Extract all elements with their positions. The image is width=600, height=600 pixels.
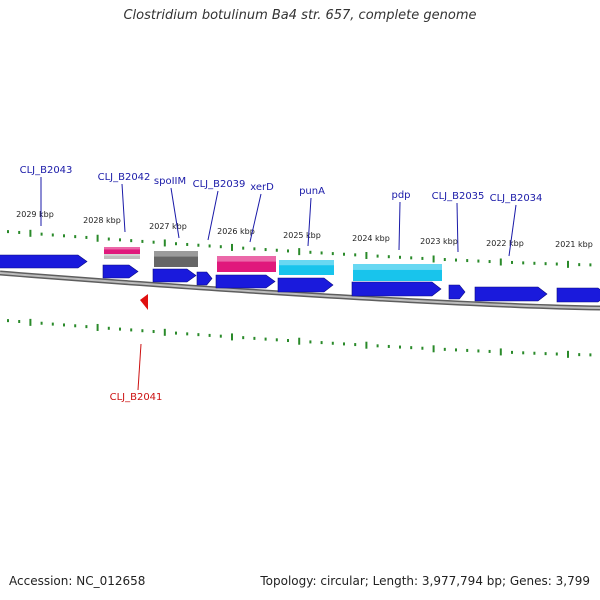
- genome-summary-text: Topology: circular; Length: 3,977,794 bp…: [260, 574, 590, 588]
- gene-arrow-small-a[interactable]: [196, 271, 213, 286]
- feature-block-clj-b2042-shine: [104, 247, 140, 250]
- feature-block-pdp-shine: [353, 264, 442, 270]
- gene-arrow-spoiim[interactable]: [152, 268, 197, 283]
- position-tick-label: 2024 kbp: [352, 234, 390, 243]
- gene-leader-line: [137, 343, 142, 391]
- position-tick-labels: 2029 kbp 2028 kbp 2027 kbp 2026 kbp 2025 kbp…: [16, 210, 593, 249]
- gene-leader-line: [170, 187, 180, 239]
- gene-label-clj-b2035[interactable]: CLJ_B2035: [432, 191, 485, 202]
- backbone-highlight: [0, 272, 600, 309]
- gene-label-clj-b2034[interactable]: CLJ_B2034: [490, 193, 543, 204]
- position-tick-label: 2029 kbp: [16, 210, 54, 219]
- feature-block-xerd-shine: [217, 256, 276, 262]
- genome-backbone: [0, 270, 600, 311]
- gene-leader-line: [508, 204, 517, 257]
- gene-label-puna[interactable]: punA: [299, 186, 325, 197]
- gene-label-clj-b2041[interactable]: CLJ_B2041: [110, 392, 163, 403]
- gene-marker-clj-b2041[interactable]: [140, 294, 148, 310]
- feature-block-spoiim[interactable]: [154, 251, 198, 267]
- inner-tick-track: [7, 318, 592, 358]
- gene-label-clj-b2042[interactable]: CLJ_B2042: [98, 172, 151, 183]
- position-tick-label: 2028 kbp: [83, 216, 121, 225]
- gene-label-pdp[interactable]: pdp: [391, 190, 410, 201]
- gene-leader-line: [121, 183, 126, 233]
- gene-leader-line: [456, 202, 459, 253]
- position-tick-label: 2021 kbp: [555, 240, 593, 249]
- feature-block-pdp[interactable]: [353, 264, 442, 281]
- gene-arrow-clj-b2034[interactable]: [474, 286, 548, 302]
- gene-arrow-clj-b2043[interactable]: [0, 254, 88, 269]
- gene-label-clj-b2039[interactable]: CLJ_B2039: [193, 179, 246, 190]
- outer-tick-track: [7, 229, 592, 268]
- feature-block-clj-b2042[interactable]: [104, 247, 140, 254]
- gene-arrow-clj-b2033[interactable]: [556, 287, 600, 303]
- feature-layer: [0, 247, 600, 310]
- feature-block-clj-b2042-gray[interactable]: [104, 254, 140, 259]
- gene-label-xerd[interactable]: xerD: [250, 182, 274, 193]
- gene-label-layer: CLJ_B2043 CLJ_B2042 spoIIM CLJ_B2039 xerD pun…: [20, 165, 543, 403]
- position-tick-label: 2023 kbp: [420, 237, 458, 246]
- gene-leader-line: [207, 190, 219, 241]
- gene-leader-line: [307, 197, 312, 247]
- feature-block-spoiim-shine: [154, 251, 198, 257]
- feature-block-puna[interactable]: [279, 260, 334, 275]
- gene-arrow-pdp[interactable]: [351, 281, 442, 297]
- gene-arrow-clj-b2042[interactable]: [102, 264, 139, 279]
- feature-block-puna-shine: [279, 260, 334, 266]
- gene-arrow-punA[interactable]: [277, 277, 334, 293]
- accession-text: Accession: NC_012658: [9, 574, 146, 588]
- position-tick-label: 2025 kbp: [283, 231, 321, 240]
- feature-block-clj-b2042-gray-shine: [104, 254, 140, 256]
- gene-label-spoiim[interactable]: spoIIM: [154, 176, 186, 187]
- gene-label-clj-b2043[interactable]: CLJ_B2043: [20, 165, 73, 176]
- position-tick-label: 2022 kbp: [486, 239, 524, 248]
- gene-leader-line: [398, 201, 401, 251]
- gene-leader-line: [249, 193, 262, 243]
- feature-block-xerd[interactable]: [217, 256, 276, 272]
- gene-arrow-clj-b2039[interactable]: [215, 274, 276, 289]
- gene-arrow-clj-b2035[interactable]: [448, 284, 466, 300]
- position-tick-label: 2026 kbp: [217, 227, 255, 236]
- map-title: Clostridium botulinum Ba4 str. 657, comp…: [123, 8, 477, 23]
- position-tick-label: 2027 kbp: [149, 222, 187, 231]
